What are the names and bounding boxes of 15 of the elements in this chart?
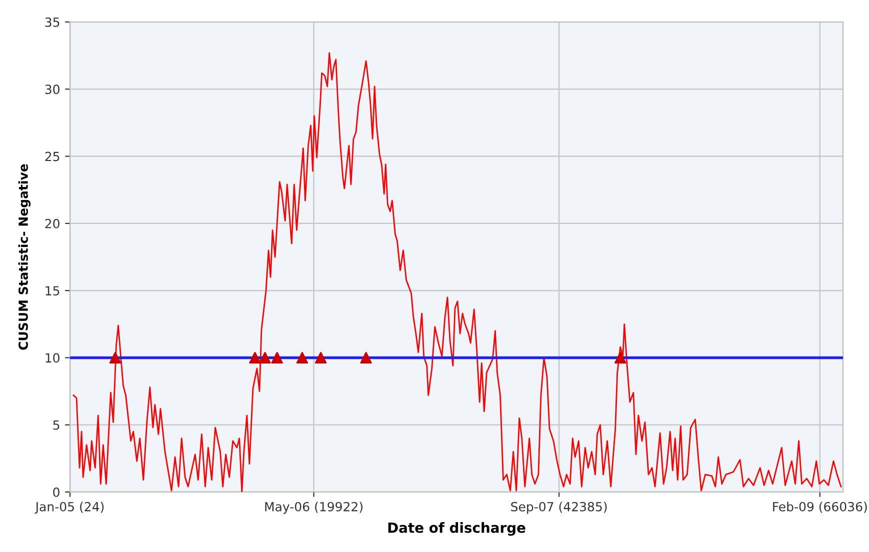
y-axis-title: CUSUM Statistic- Negative: [18, 164, 30, 350]
y-tick-label: 25: [45, 152, 60, 162]
y-tick-label: 0: [53, 487, 60, 497]
y-tick-label: 10: [46, 353, 60, 363]
x-tick-label: Jan-05 (24): [34, 502, 104, 514]
x-tick-label: May-06 (19922): [265, 502, 362, 514]
x-axis-title: Date of discharge: [388, 522, 526, 536]
y-tick-label: 35: [45, 17, 60, 27]
y-tick-label: 20: [45, 218, 60, 228]
line-series: [72, 52, 842, 492]
y-tick-label: 5: [53, 420, 60, 430]
x-tick-label: Sep-07 (42385): [511, 502, 607, 514]
y-tick-label: 15: [46, 286, 60, 296]
x-tick-label: Feb-09 (66036): [773, 502, 867, 513]
y-tick-label: 30: [45, 84, 60, 94]
